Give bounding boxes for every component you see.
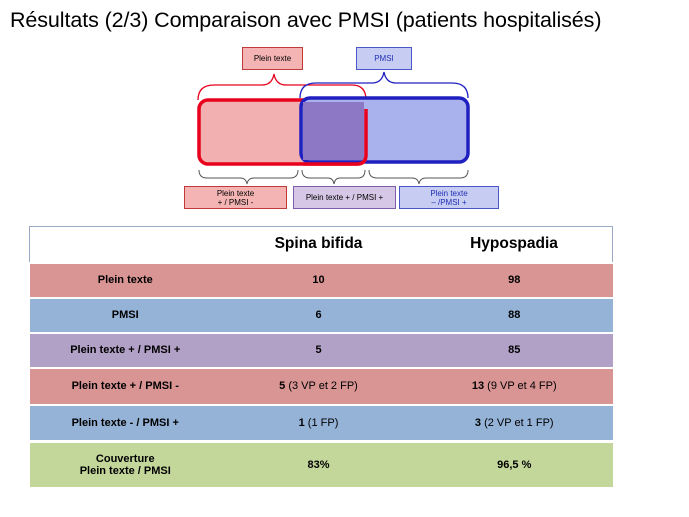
cell-spina: 6 [221, 297, 416, 334]
cell-spina-main: 6 [315, 309, 322, 321]
cell-spina: 5 (3 VP et 2 FP) [221, 367, 416, 406]
table-row: Plein texte + / PMSI + 5 85 [29, 332, 613, 369]
cell-hypo: 3 (2 VP et 1 FP) [416, 404, 613, 443]
cell-spina-main: 5 [315, 344, 322, 356]
cell-hypo-main: 85 [508, 344, 521, 356]
cell-hypo-main: 88 [508, 309, 521, 321]
zone-right-line1: Plein texte [430, 188, 468, 198]
row-label: Plein texte + / PMSI - [29, 367, 221, 406]
table-row: Plein texte - / PMSI + 1 (1 FP) 3 (2 VP … [29, 404, 613, 443]
brace-zone-right [368, 169, 469, 185]
venn-diagram [197, 71, 470, 185]
cell-spina: 1 (1 FP) [221, 404, 416, 443]
cell-hypo: 85 [416, 332, 613, 369]
header-empty [29, 226, 221, 264]
cell-hypo-main: 3 [474, 416, 482, 429]
label-zone-middle: Plein texte + / PMSI + [293, 186, 396, 209]
page-title: Résultats (2/3) Comparaison avec PMSI (p… [10, 8, 602, 32]
zone-left-line2: + / PMSI - [217, 197, 254, 207]
row-label: Plein texte - / PMSI + [29, 404, 221, 443]
brace-plein-texte [197, 73, 367, 101]
cell-spina-main: 10 [312, 274, 325, 286]
overlap-red-edge [303, 109, 368, 166]
header-spina-bifida: Spina bifida [221, 226, 416, 264]
coverage-label: Couverture Plein texte / PMSI [29, 440, 221, 489]
table-row: Plein texte 10 98 [29, 262, 613, 299]
coverage-label-line1: Couverture [95, 452, 155, 465]
brace-zone-middle [301, 169, 366, 185]
header-hypospadia: Hypospadia [416, 226, 613, 264]
cell-hypo-main: 13 [471, 380, 485, 392]
label-plein-texte: Plein texte [242, 47, 303, 70]
cell-hypo-detail: (9 VP et 4 FP) [484, 380, 557, 392]
coverage-spina: 83% [221, 440, 416, 489]
zone-right-line2: – /PMSI + [431, 197, 467, 207]
cell-hypo-main: 98 [508, 274, 521, 286]
table-row: Plein texte + / PMSI - 5 (3 VP et 2 FP) … [29, 367, 613, 406]
coverage-row: Couverture Plein texte / PMSI 83% 96,5 % [29, 440, 613, 489]
cell-hypo: 88 [416, 297, 613, 334]
table-header-row: Spina bifida Hypospadia [29, 226, 613, 264]
cell-spina-main: 1 [298, 416, 305, 429]
brace-zone-left [198, 169, 299, 185]
cell-spina-main: 5 [279, 380, 286, 392]
row-label: Plein texte [29, 262, 221, 299]
cell-spina-detail: (1 FP) [304, 416, 339, 429]
cell-hypo: 13 (9 VP et 4 FP) [416, 367, 613, 406]
zone-left-line1: Plein texte [216, 188, 255, 198]
coverage-label-line2: Plein texte / PMSI [79, 464, 171, 477]
table-row: PMSI 6 88 [29, 297, 613, 334]
label-pmsi: PMSI [356, 47, 412, 70]
cell-hypo-detail: (2 VP et 1 FP) [481, 416, 554, 429]
cell-spina: 5 [221, 332, 416, 369]
label-zone-right: Plein texte – /PMSI + [399, 186, 499, 209]
cell-spina-detail: (3 VP et 2 FP) [285, 380, 358, 392]
label-zone-left: Plein texte + / PMSI - [184, 186, 287, 209]
brace-pmsi [299, 71, 469, 99]
row-label: Plein texte + / PMSI + [29, 332, 221, 369]
rect-overlap [303, 102, 364, 160]
coverage-hypo: 96,5 % [416, 440, 613, 489]
cell-spina: 10 [221, 262, 416, 299]
row-label: PMSI [29, 297, 221, 334]
cell-hypo: 98 [416, 262, 613, 299]
results-table: Spina bifida Hypospadia Plein texte 10 9… [29, 226, 613, 489]
